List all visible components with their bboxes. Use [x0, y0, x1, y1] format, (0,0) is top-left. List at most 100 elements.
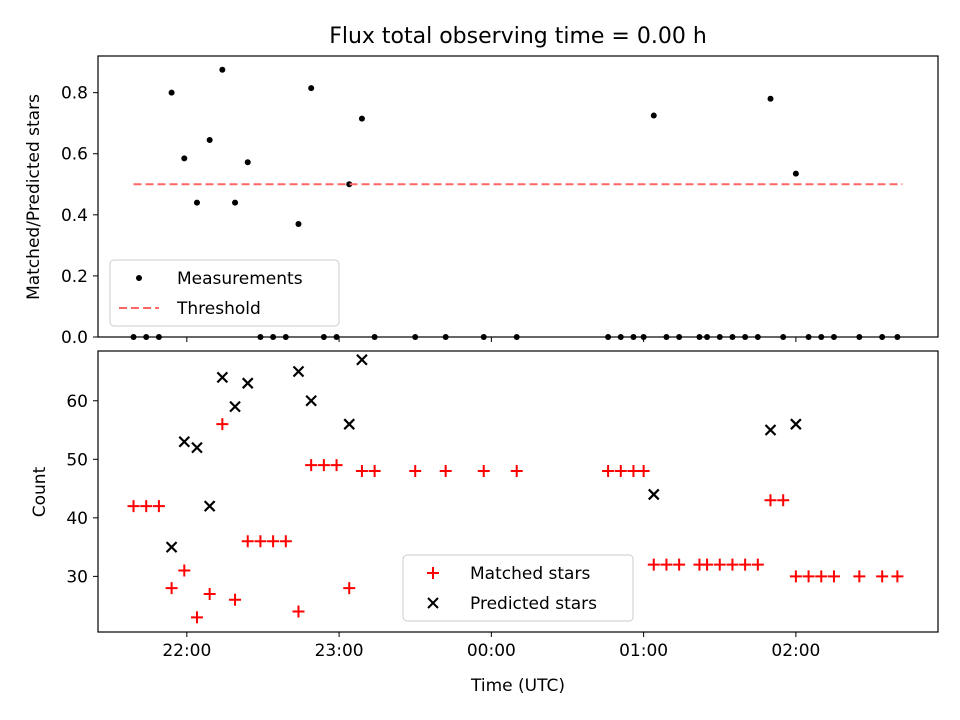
measurements-point	[308, 85, 315, 92]
predicted-stars-legend-label: Predicted stars	[470, 594, 597, 614]
matched-stars-point	[726, 558, 739, 571]
matched-stars-point	[701, 558, 714, 571]
measurements-point	[295, 220, 302, 227]
threshold-legend-label: Threshold	[176, 299, 261, 319]
count-y-tick-label: 40	[66, 509, 88, 529]
matched-stars-point	[510, 465, 523, 478]
count-legend-box	[402, 554, 634, 622]
matched-stars-point	[229, 593, 242, 606]
matched-stars-point	[777, 494, 790, 507]
measurements-point	[792, 170, 799, 177]
matched-stars-point	[254, 535, 267, 548]
chart-title: Flux total observing time = 0.00 h	[329, 24, 707, 49]
matched-stars-point	[127, 500, 140, 513]
matched-stars-point	[637, 465, 650, 478]
matched-stars-point	[647, 558, 660, 571]
predicted-stars-point	[241, 377, 254, 389]
matched-stars-point	[241, 535, 254, 548]
matched-stars-point	[368, 465, 381, 478]
matched-stars-point	[279, 535, 292, 548]
measurements-legend-label: Measurements	[177, 269, 303, 289]
matched-stars-point	[827, 570, 840, 583]
matched-stars-legend-label: Matched stars	[470, 564, 590, 584]
measurements-point	[244, 159, 251, 166]
matched-stars-point	[739, 558, 752, 571]
measurements-point	[346, 181, 353, 188]
ratio-legend: Measurements Threshold	[109, 259, 340, 327]
matched-stars-point	[317, 459, 330, 472]
predicted-stars-point	[216, 371, 229, 384]
matched-stars-point	[190, 611, 203, 624]
ratio-y-tick-label: 0.2	[61, 267, 88, 287]
ratio-axes: 0.0 0.2 0.4 0.6 0.8	[61, 84, 797, 348]
matched-stars-point	[439, 465, 452, 478]
predicted-stars-point	[292, 365, 305, 378]
matched-stars-point	[355, 465, 368, 478]
predicted-stars-point	[647, 488, 660, 501]
matched-stars-legend-marker	[427, 567, 439, 579]
measurements-point	[767, 95, 774, 102]
matched-stars-point	[627, 465, 640, 478]
measurements-point	[206, 136, 213, 143]
matched-stars-point	[165, 582, 178, 595]
count-data	[127, 354, 904, 624]
ratio-y-tick-label: 0.4	[61, 206, 88, 226]
matched-stars-point	[660, 558, 673, 571]
matched-stars-point	[789, 570, 802, 583]
count-y-tick-label: 60	[66, 392, 88, 412]
predicted-stars-point	[165, 541, 178, 553]
matched-stars-point	[203, 587, 216, 600]
matched-stars-point	[602, 465, 615, 478]
matched-stars-point	[216, 418, 229, 431]
count-legend: Matched stars Predicted stars	[402, 554, 634, 622]
ratio-y-tick-label: 0.6	[61, 145, 88, 165]
matched-stars-point	[876, 570, 889, 583]
predicted-stars-point	[356, 354, 368, 366]
matched-stars-point	[292, 605, 305, 618]
predicted-stars-point	[191, 441, 203, 454]
predicted-stars-point	[229, 400, 241, 413]
count-y-axis-label: Count	[30, 466, 50, 517]
ratio-panel: 0.00.20.40.60.8 Matched/Predicted stars …	[24, 55, 939, 348]
matched-stars-point	[330, 459, 343, 472]
matched-stars-point	[751, 558, 764, 571]
count-x-tick-label: 22:00	[162, 641, 211, 661]
predicted-stars-point	[305, 394, 317, 407]
matched-stars-point	[305, 459, 318, 472]
predicted-stars-point	[343, 418, 356, 430]
measurements-point	[168, 89, 175, 96]
count-axes: 22:00 23:00 00:00 01:00 02:00 30 40 50 60	[66, 392, 820, 661]
measurements-point	[193, 199, 200, 206]
matched-stars-point	[140, 500, 153, 513]
ratio-y-tick-label: 0.8	[61, 84, 88, 104]
ratio-plot-frame	[97, 55, 939, 338]
ratio-y-axis-label: Matched/Predicted stars	[24, 94, 44, 300]
count-y-tick-label: 50	[66, 450, 88, 470]
matched-stars-point	[409, 465, 422, 478]
predicted-stars-point	[178, 435, 191, 448]
predicted-stars-point	[790, 418, 802, 430]
ratio-legend-box	[109, 259, 340, 327]
predicted-stars-point	[203, 500, 216, 512]
measurements-point	[650, 112, 657, 119]
count-plot-frame	[97, 350, 939, 633]
matched-stars-point	[891, 570, 904, 583]
matched-stars-point	[802, 570, 815, 583]
predicted-stars-legend-marker	[427, 597, 439, 609]
count-x-tick-label: 23:00	[315, 641, 364, 661]
count-y-tick-label: 30	[66, 567, 88, 587]
matched-stars-point	[178, 564, 191, 577]
measurements-point	[232, 199, 239, 206]
matched-stars-point	[343, 582, 356, 595]
count-x-tick-label: 01:00	[619, 641, 668, 661]
measurements-point	[219, 66, 226, 73]
matched-stars-point	[614, 465, 627, 478]
matched-stars-point	[673, 558, 686, 571]
matched-stars-point	[764, 494, 777, 507]
matched-stars-point	[853, 570, 866, 583]
measurements-point	[358, 115, 365, 122]
ratio-y-tick-label: 0.0	[61, 328, 88, 348]
matched-stars-point	[713, 558, 726, 571]
